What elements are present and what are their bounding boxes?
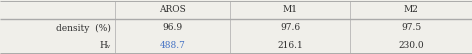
Text: M1: M1 <box>283 6 297 15</box>
Text: Hᵥ: Hᵥ <box>100 40 111 50</box>
Text: 230.0: 230.0 <box>398 40 424 50</box>
Text: AROS: AROS <box>159 6 186 15</box>
Text: 96.9: 96.9 <box>162 23 183 33</box>
Text: M2: M2 <box>404 6 419 15</box>
Text: 97.6: 97.6 <box>280 23 300 33</box>
Text: 488.7: 488.7 <box>160 40 185 50</box>
Text: density  (%): density (%) <box>56 23 111 33</box>
Text: 97.5: 97.5 <box>401 23 421 33</box>
Text: 216.1: 216.1 <box>277 40 303 50</box>
